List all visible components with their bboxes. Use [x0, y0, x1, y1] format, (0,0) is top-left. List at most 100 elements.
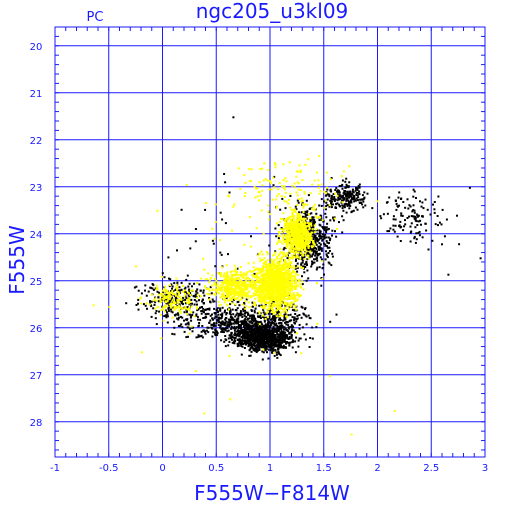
- data-point: [230, 299, 233, 302]
- data-point: [284, 277, 287, 279]
- data-point: [285, 342, 288, 345]
- data-point: [268, 328, 271, 331]
- data-point: [232, 313, 235, 316]
- x-tick-label: 0.5: [208, 463, 224, 474]
- data-point: [281, 273, 284, 275]
- data-point: [346, 192, 349, 195]
- data-point: [289, 218, 292, 221]
- x-tick-labels: -1 -0.5 0 0.5 1 1.5 2 2.5 3: [50, 463, 488, 474]
- data-point: [246, 340, 249, 343]
- data-point: [271, 320, 274, 323]
- data-point: [290, 261, 293, 263]
- data-point: [245, 315, 248, 318]
- data-point: [320, 217, 323, 220]
- data-point: [182, 296, 185, 299]
- data-point: [280, 293, 283, 296]
- data-point: [278, 279, 281, 282]
- data-point: [316, 266, 319, 269]
- data-point: [301, 241, 304, 244]
- data-point: [287, 227, 290, 230]
- data-point: [342, 209, 345, 212]
- data-point: [333, 216, 336, 219]
- data-point: [248, 325, 251, 328]
- data-point: [268, 308, 271, 311]
- data-point: [431, 239, 434, 242]
- data-point: [263, 320, 266, 323]
- data-point: [285, 243, 288, 246]
- data-point: [226, 304, 229, 307]
- data-point: [321, 238, 324, 241]
- data-point: [264, 266, 267, 269]
- data-point: [456, 214, 458, 217]
- data-point: [181, 303, 184, 306]
- data-point: [301, 256, 304, 259]
- data-point: [175, 299, 177, 302]
- data-point: [283, 253, 285, 256]
- data-point: [125, 302, 128, 305]
- data-point: [269, 324, 272, 327]
- data-point: [166, 311, 169, 314]
- data-point: [238, 340, 241, 343]
- data-point: [320, 198, 323, 201]
- data-point: [256, 349, 259, 352]
- data-point: [274, 296, 277, 299]
- data-point: [296, 270, 299, 273]
- data-point: [336, 202, 339, 205]
- data-point: [312, 247, 315, 250]
- data-point: [411, 215, 414, 218]
- data-point: [279, 208, 282, 211]
- data-point: [177, 313, 180, 316]
- data-point: [290, 271, 293, 274]
- data-point: [290, 280, 293, 282]
- data-point: [271, 300, 274, 303]
- data-point: [266, 308, 269, 311]
- data-point: [161, 299, 163, 302]
- data-point: [231, 316, 233, 319]
- data-point: [269, 346, 272, 349]
- data-point: [188, 288, 191, 291]
- data-point: [257, 315, 260, 318]
- data-point: [286, 232, 289, 235]
- data-point: [312, 221, 315, 224]
- data-point: [279, 318, 282, 321]
- data-point: [247, 262, 250, 265]
- data-point: [168, 277, 170, 280]
- data-point: [251, 318, 253, 320]
- data-point: [416, 224, 419, 226]
- data-point: [296, 262, 299, 265]
- data-point: [307, 253, 310, 255]
- data-point: [190, 326, 193, 329]
- data-point: [292, 217, 295, 220]
- data-point: [276, 288, 278, 290]
- data-point: [244, 328, 247, 331]
- data-point: [286, 266, 289, 269]
- data-point: [271, 279, 274, 282]
- data-point: [268, 317, 271, 320]
- data-point: [263, 307, 266, 310]
- data-point: [289, 305, 292, 308]
- data-point: [334, 189, 337, 191]
- data-point: [177, 318, 180, 321]
- data-point: [217, 324, 220, 327]
- data-point: [358, 186, 361, 188]
- data-point: [302, 225, 305, 228]
- data-point: [256, 338, 258, 341]
- data-point: [356, 187, 359, 190]
- data-point: [237, 338, 240, 341]
- data-point: [253, 302, 256, 305]
- data-point: [245, 335, 248, 338]
- data-point: [280, 334, 282, 337]
- data-point: [324, 243, 327, 246]
- data-point: [265, 330, 268, 333]
- data-point: [287, 263, 290, 265]
- data-point: [217, 304, 220, 307]
- data-point: [263, 274, 266, 277]
- data-point: [314, 258, 317, 261]
- data-point: [392, 224, 395, 227]
- data-point: [283, 302, 286, 305]
- data-point: [322, 233, 324, 236]
- data-point: [264, 347, 267, 350]
- data-point: [318, 242, 321, 245]
- data-point: [307, 235, 310, 237]
- data-point: [279, 339, 282, 342]
